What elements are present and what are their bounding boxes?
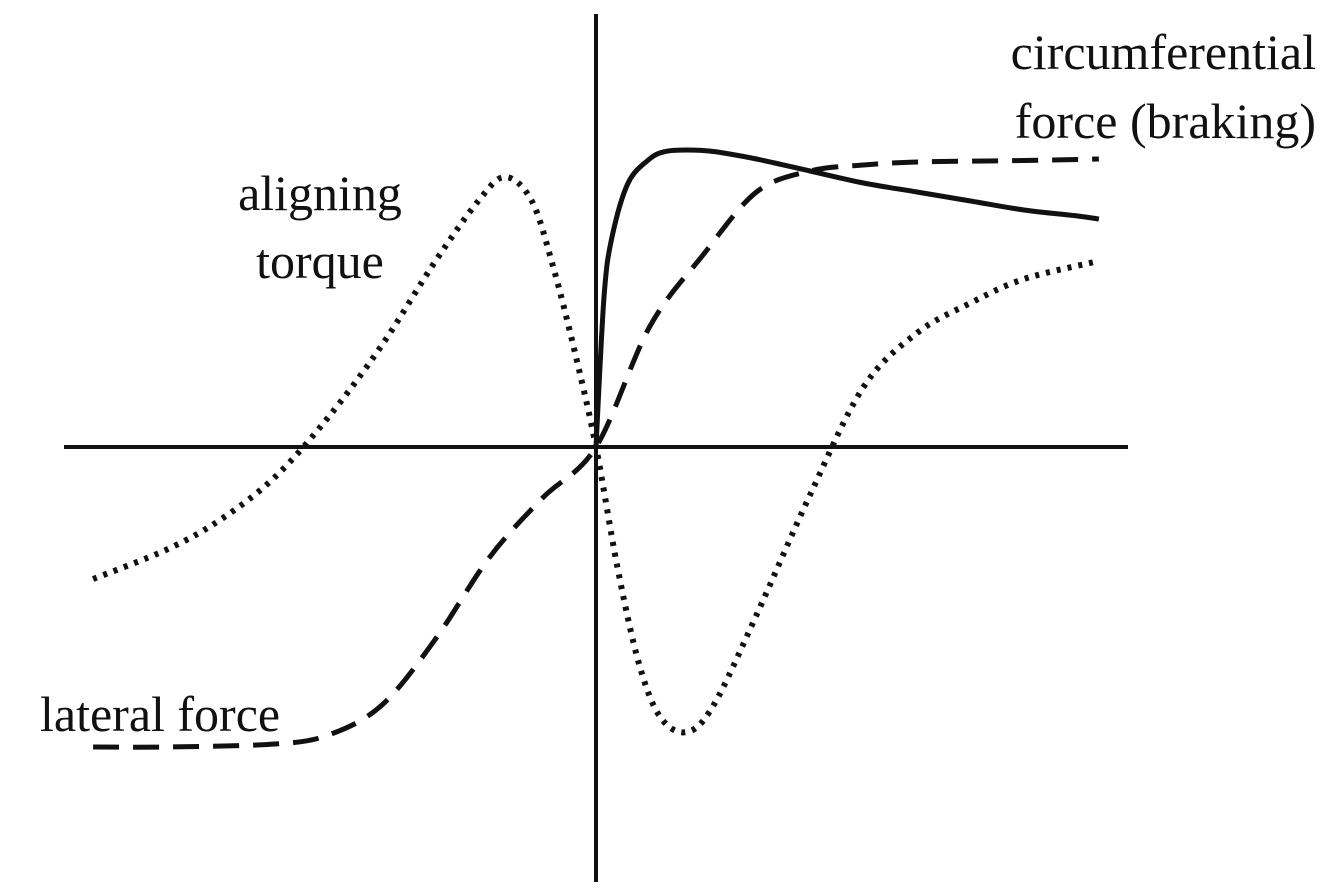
annotation-aligning-line1: aligning bbox=[238, 165, 402, 221]
series-circumferential-force bbox=[593, 147, 1100, 448]
series-lateral-force bbox=[93, 156, 1099, 750]
annotation-circumferential-line2: force (braking) bbox=[1015, 93, 1316, 149]
annotation-lateral-force: lateral force bbox=[40, 686, 280, 742]
series-aligning-torque bbox=[91, 174, 1100, 736]
annotation-circumferential-line1: circumferential bbox=[1011, 24, 1316, 80]
annotation-aligning-line2: torque bbox=[256, 233, 384, 289]
